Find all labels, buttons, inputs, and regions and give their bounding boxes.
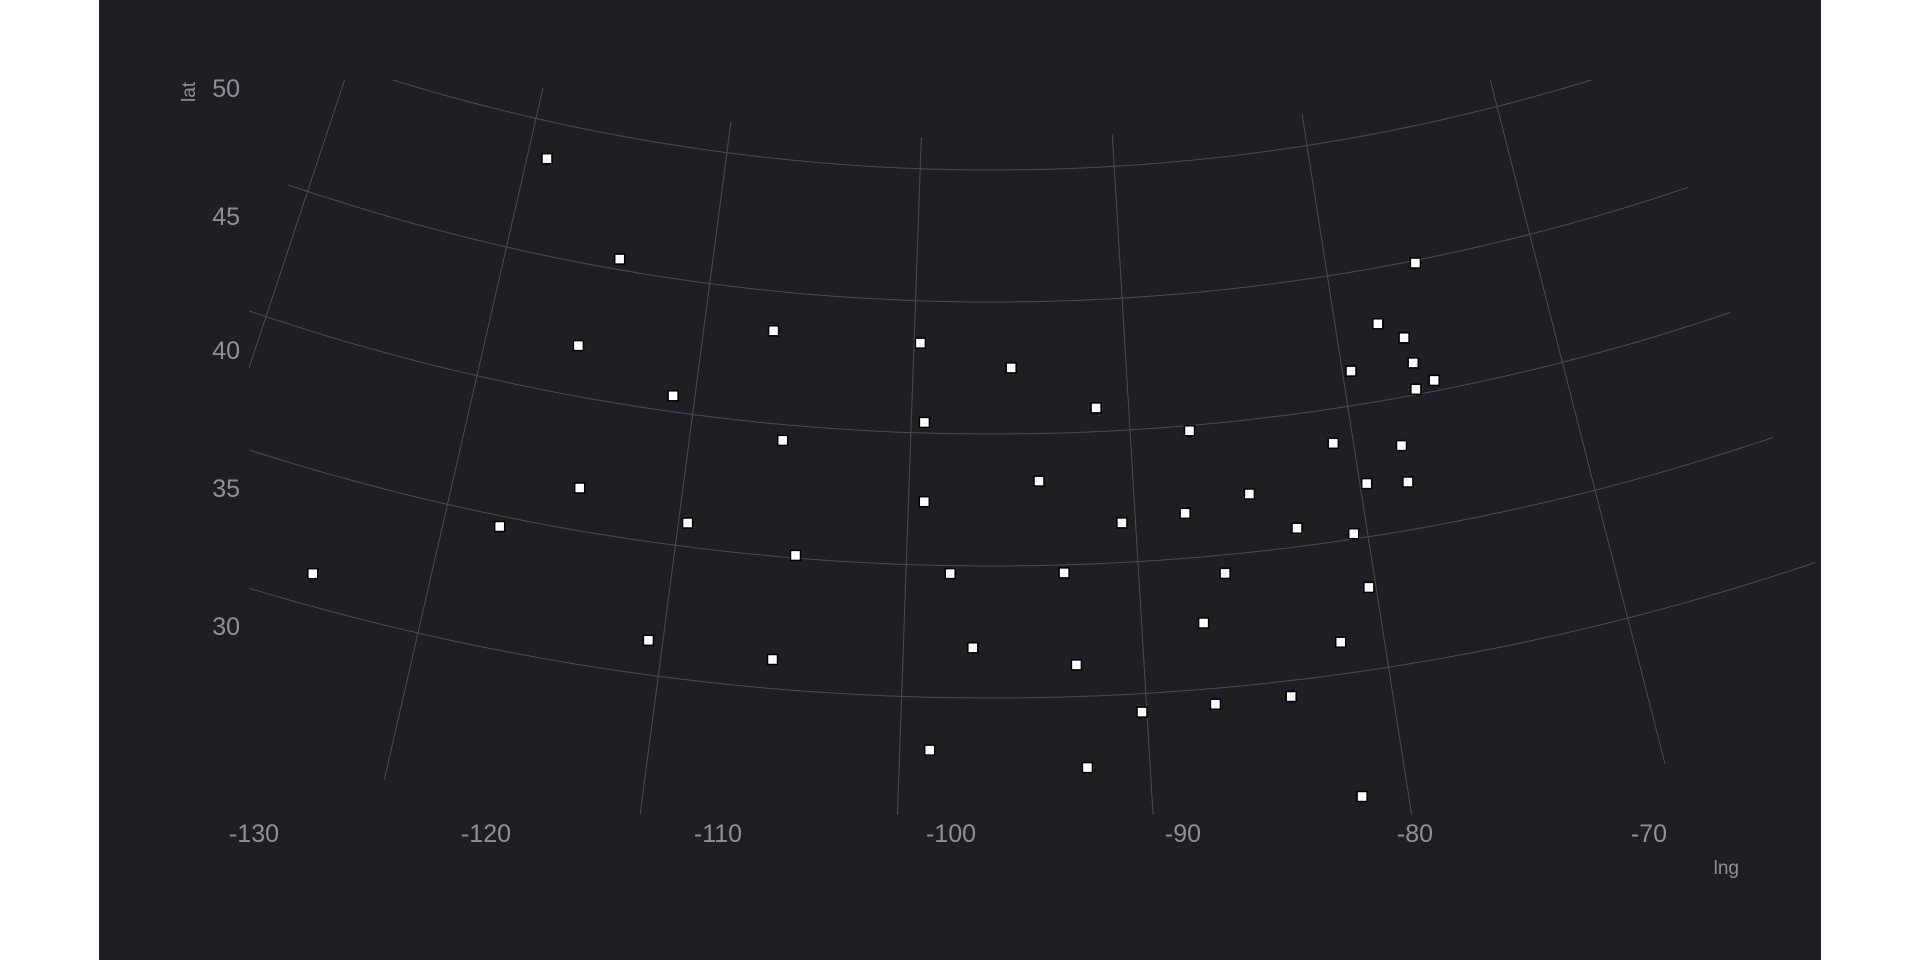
data-point	[307, 567, 319, 580]
data-point	[613, 253, 626, 265]
data-point	[1395, 439, 1408, 452]
x-axis-title: lng	[1714, 858, 1739, 879]
graticule	[249, 80, 1816, 815]
x-tick-label: -90	[1165, 820, 1201, 848]
data-point	[1285, 690, 1297, 703]
parallel-line	[249, 437, 1773, 567]
data-point	[918, 495, 931, 508]
y-tick-label: 30	[212, 613, 240, 641]
y-axis-title: lat	[179, 81, 200, 102]
data-point	[1219, 567, 1231, 580]
data-point	[944, 567, 956, 580]
x-tick-label: -110	[694, 820, 742, 848]
parallel-line	[287, 184, 1689, 303]
meridian-line	[639, 121, 732, 815]
data-point	[967, 642, 979, 654]
graticule-map-chart: -130 -120 -110 -100 -90 -80 -70 30 35 40 45 50 lng…	[99, 0, 1821, 960]
data-point	[1360, 477, 1373, 490]
data-point	[1090, 402, 1102, 414]
meridian-line	[1111, 134, 1154, 815]
data-point	[1291, 522, 1303, 534]
data-point	[1372, 318, 1384, 330]
data-point	[1081, 761, 1094, 774]
parallel-line	[249, 562, 1816, 699]
data-point	[923, 744, 936, 756]
data-point	[493, 520, 506, 533]
data-point	[1407, 357, 1419, 369]
data-point	[1409, 257, 1422, 269]
data-point	[1345, 365, 1357, 377]
data-point	[1334, 636, 1347, 648]
data-point	[1363, 581, 1375, 594]
data-point	[1005, 362, 1017, 374]
data-point	[1243, 488, 1256, 500]
data-point	[1410, 383, 1422, 396]
data-point	[1197, 617, 1210, 629]
x-tick-label: -80	[1397, 820, 1433, 848]
y-tick-labels: 30 35 40 45 50	[212, 75, 240, 641]
data-point	[1398, 332, 1410, 344]
data-point	[667, 390, 679, 402]
data-point	[573, 482, 586, 494]
meridian-line	[1489, 80, 1666, 765]
data-point	[789, 549, 802, 562]
data-point	[681, 517, 694, 529]
x-tick-label: -100	[926, 820, 976, 848]
data-points	[307, 152, 1440, 803]
data-point	[642, 634, 655, 647]
meridian-line	[383, 87, 544, 780]
data-point	[1179, 507, 1191, 520]
meridian-line	[249, 80, 346, 370]
data-point	[1183, 425, 1196, 437]
data-point	[541, 152, 553, 165]
data-point	[776, 434, 789, 447]
x-tick-label: -130	[229, 820, 279, 848]
data-point	[766, 653, 779, 666]
x-tick-label: -120	[461, 820, 511, 848]
y-tick-label: 50	[212, 75, 240, 103]
y-tick-label: 45	[212, 203, 240, 231]
data-point	[1070, 659, 1083, 671]
data-point	[1058, 567, 1070, 579]
x-tick-label: -70	[1631, 820, 1667, 848]
data-point	[1136, 706, 1148, 718]
data-point	[918, 416, 931, 429]
parallel-line	[391, 80, 1594, 171]
data-point	[1402, 476, 1414, 488]
data-point	[1347, 527, 1360, 540]
panel-background	[99, 0, 1821, 960]
data-point	[1356, 790, 1368, 803]
data-point	[1033, 475, 1045, 487]
data-point	[1209, 698, 1222, 710]
y-tick-label: 35	[212, 475, 240, 503]
data-point	[914, 337, 927, 349]
x-tick-labels: -130 -120 -110 -100 -90 -80 -70	[229, 820, 1667, 848]
data-point	[1327, 437, 1340, 450]
data-point	[572, 339, 585, 352]
parallel-line	[249, 310, 1731, 435]
data-point	[1116, 517, 1128, 529]
y-tick-label: 40	[212, 337, 240, 365]
map-panel: -130 -120 -110 -100 -90 -80 -70 30 35 40 45 50 lng…	[99, 0, 1821, 960]
meridian-line	[1301, 114, 1413, 815]
data-point	[1428, 374, 1440, 387]
meridian-line	[896, 137, 922, 815]
data-point	[767, 325, 780, 337]
